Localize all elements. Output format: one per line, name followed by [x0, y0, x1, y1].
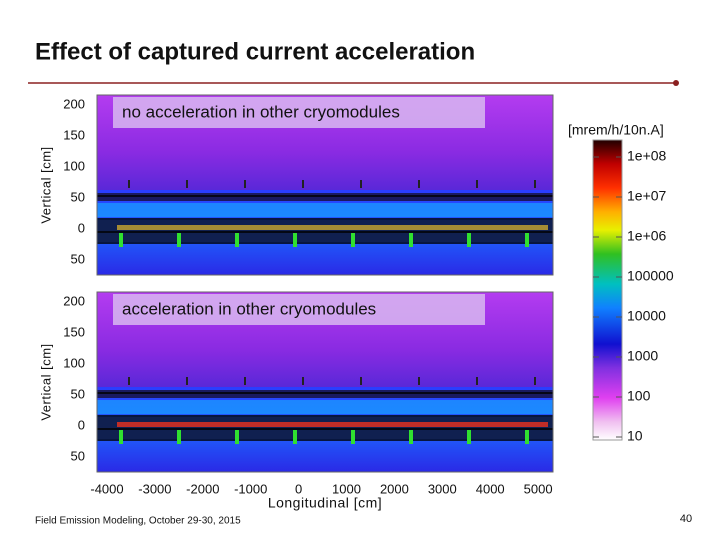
y-tick-label: 200 [63, 293, 85, 308]
cavity-marker [467, 430, 471, 444]
y-tick-label: 50 [71, 448, 85, 463]
panel-frame [96, 94, 554, 276]
rule-dot [673, 80, 679, 86]
hot-band [117, 225, 548, 230]
label-box [113, 97, 485, 128]
x-axis-label: Longitudinal [cm] [268, 495, 382, 511]
hot-band [117, 422, 548, 427]
cavity-marker [525, 233, 529, 247]
cavity-marker [351, 233, 355, 247]
x-tick-label: -2000 [186, 481, 219, 496]
footer: Field Emission Modeling, October 29-30, … [35, 516, 241, 527]
colorbar-tick-label: 10 [627, 428, 643, 444]
cyan-band [97, 400, 553, 414]
cavity-marker [177, 430, 181, 444]
y-tick-label: 150 [63, 324, 85, 339]
panel-label: no acceleration in other cryomodules [122, 102, 400, 121]
y-tick-label: 50 [71, 386, 85, 401]
y-tick-label: 200 [63, 96, 85, 111]
beam-band [97, 390, 553, 398]
colorbar-tick-label: 1000 [627, 348, 658, 364]
cavity-marker [525, 430, 529, 444]
x-tick-label: 1000 [332, 481, 361, 496]
cavity-marker [235, 430, 239, 444]
cavity-marker [119, 233, 123, 247]
y-tick-label: 0 [78, 220, 85, 235]
colorbar-unit: [mrem/h/10n.A] [568, 122, 664, 138]
pipe-band [97, 220, 553, 242]
label-box [113, 294, 485, 325]
cavity-marker [293, 233, 297, 247]
x-tick-label: -4000 [90, 481, 123, 496]
panel-frame [96, 291, 554, 473]
cavity-marker [293, 430, 297, 444]
x-tick-label: -3000 [138, 481, 171, 496]
x-tick-label: 5000 [524, 481, 553, 496]
colorbar-tick-label: 1e+07 [627, 188, 667, 204]
x-tick-label: -1000 [234, 481, 267, 496]
y-tick-label: 50 [71, 189, 85, 204]
x-tick-label: 3000 [428, 481, 457, 496]
x-tick-label: 2000 [380, 481, 409, 496]
colorbar-tick-label: 100 [627, 388, 651, 404]
cavity-marker [409, 233, 413, 247]
panel-label: acceleration in other cryomodules [122, 299, 376, 318]
y-tick-label: 0 [78, 417, 85, 432]
y-axis-label: Vertical [cm] [38, 343, 53, 420]
colorbar-tick-label: 1e+06 [627, 228, 667, 244]
pipe-band [97, 417, 553, 439]
cavity-marker [119, 430, 123, 444]
x-tick-label: 4000 [476, 481, 505, 496]
x-tick-label: 0 [295, 481, 302, 496]
y-axis-label: Vertical [cm] [38, 146, 53, 223]
cyan-band [97, 203, 553, 217]
y-tick-label: 150 [63, 127, 85, 142]
beam-band [97, 193, 553, 201]
cavity-marker [409, 430, 413, 444]
title: Effect of captured current acceleration [35, 38, 475, 65]
y-tick-label: 50 [71, 251, 85, 266]
colorbar-tick-label: 1e+08 [627, 148, 667, 164]
cavity-marker [351, 430, 355, 444]
colorbar-tick-label: 10000 [627, 308, 666, 324]
colorbar [592, 139, 623, 441]
cavity-marker [467, 233, 471, 247]
cavity-marker [235, 233, 239, 247]
y-tick-label: 100 [63, 158, 85, 173]
page-number: 40 [680, 513, 692, 525]
y-tick-label: 100 [63, 355, 85, 370]
heatmap [96, 291, 554, 473]
colorbar-tick-label: 100000 [627, 268, 674, 284]
cavity-marker [177, 233, 181, 247]
